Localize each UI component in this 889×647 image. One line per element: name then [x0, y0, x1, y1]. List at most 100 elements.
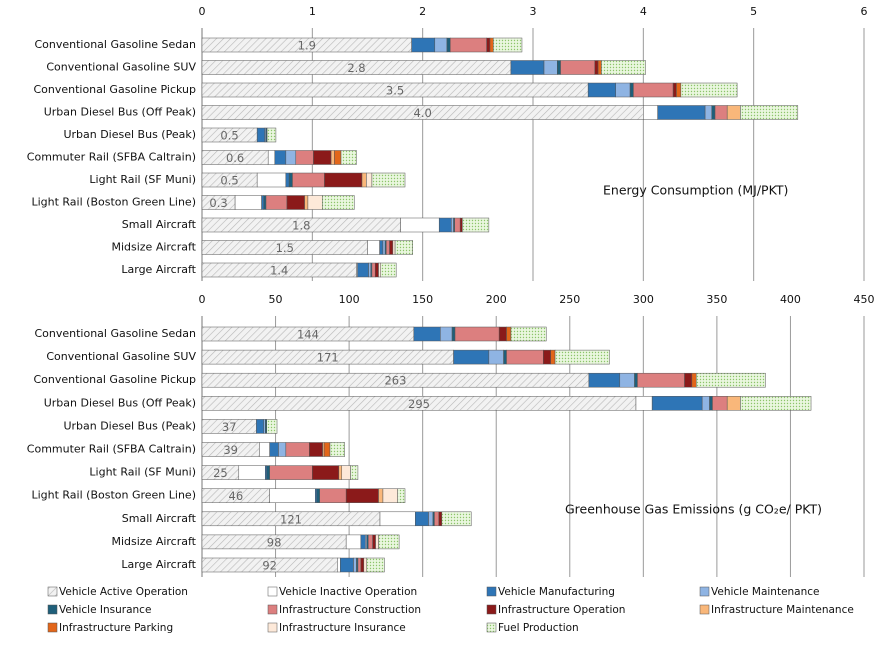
legend-label: Vehicle Active Operation	[59, 586, 188, 598]
bar-segment	[378, 534, 400, 550]
bar-segment	[413, 326, 441, 342]
x-tick-label: 1	[309, 5, 316, 18]
data-label: 92	[262, 559, 277, 573]
bar-segment	[371, 172, 406, 188]
bar-segment	[510, 60, 545, 75]
bar-segment	[266, 465, 270, 480]
bar-segment	[657, 105, 706, 120]
bar-segment	[543, 349, 551, 365]
category-label: Conventional Gasoline Pickup	[33, 373, 196, 386]
x-tick-label: 3	[530, 5, 537, 18]
legend-swatch	[486, 604, 497, 615]
bar-segment	[367, 534, 373, 550]
category-label: Light Rail (Boston Green Line)	[31, 489, 196, 502]
bar-segment	[259, 442, 270, 457]
data-label: 1.9	[298, 39, 316, 53]
bar-segment	[643, 105, 658, 120]
category-label: Conventional Gasoline Sedan	[34, 327, 196, 340]
data-label: 39	[223, 443, 238, 457]
bar-segment	[459, 217, 463, 233]
legend-label: Infrastructure Maintenance	[711, 604, 854, 616]
data-label: 0.6	[226, 151, 244, 165]
bar-segment	[380, 262, 397, 278]
legend-swatch	[486, 622, 497, 633]
bar-segment	[498, 326, 507, 342]
bar-segment	[329, 442, 345, 457]
bar-segment	[340, 557, 354, 573]
bar-segment	[345, 488, 379, 503]
bar-segment	[438, 511, 443, 527]
category-label: Conventional Gasoline Sedan	[34, 38, 196, 51]
legend-label: Vehicle Maintenance	[711, 586, 820, 598]
bar-segment	[676, 82, 682, 98]
bar-segment	[454, 326, 500, 342]
bar-segment	[379, 511, 416, 527]
bar-segment	[307, 195, 323, 210]
data-label: 2.8	[347, 61, 365, 75]
bar-segment	[672, 82, 677, 98]
data-label: 46	[229, 489, 244, 503]
bar-segment	[619, 372, 635, 388]
bar-segment	[261, 195, 265, 210]
bar-segment	[382, 240, 386, 255]
bar-segment	[374, 262, 379, 278]
bar-segment	[265, 195, 288, 210]
bar-segment	[340, 150, 357, 165]
bar-segment	[350, 465, 359, 480]
bar-segment	[238, 465, 266, 480]
data-label: 171	[317, 351, 339, 365]
bar-segment	[451, 326, 456, 342]
bar-segment	[454, 217, 461, 233]
legend-swatch	[486, 586, 497, 597]
bar-segment	[256, 419, 265, 434]
bar-segment	[274, 150, 287, 165]
bar-segment	[711, 105, 716, 120]
bar-segment	[415, 511, 429, 527]
legend-label: Infrastructure Insurance	[279, 622, 406, 634]
bar-segment	[680, 82, 738, 98]
bar-segment	[368, 262, 372, 278]
data-label: 295	[408, 397, 430, 411]
data-label: 0.5	[220, 129, 238, 143]
category-label: Urban Diesel Bus (Peak)	[63, 419, 196, 432]
x-tick-label: 6	[861, 5, 868, 18]
bar-segment	[740, 105, 799, 120]
bar-segment	[269, 442, 279, 457]
bar-segment	[594, 60, 599, 75]
bar-segment	[587, 82, 617, 98]
data-label: 0.3	[209, 196, 227, 210]
data-label: 1.5	[276, 241, 294, 255]
category-label: Urban Diesel Bus (Peak)	[63, 128, 196, 141]
category-label: Large Aircraft	[121, 558, 196, 571]
category-label: Light Rail (SF Muni)	[89, 173, 196, 186]
x-tick-label: 200	[486, 293, 507, 306]
bar-segment	[601, 60, 646, 75]
bar-segment	[267, 150, 276, 165]
bar-segment	[453, 349, 490, 365]
bar-segment	[462, 217, 490, 233]
bar-segment	[319, 488, 347, 503]
bar-segment	[441, 511, 472, 527]
legend-label: Vehicle Inactive Operation	[279, 586, 417, 598]
bar-segment	[345, 534, 362, 550]
bar-segment	[285, 150, 297, 165]
bar-segment	[372, 534, 376, 550]
data-label: 1.4	[270, 264, 288, 278]
bar-segment	[292, 172, 325, 188]
bar-segment	[312, 465, 340, 480]
bar-segment	[323, 442, 331, 457]
bar-segment	[316, 488, 320, 503]
bar-segment	[304, 195, 309, 210]
legend-swatch	[699, 604, 710, 615]
bar-segment	[295, 150, 314, 165]
category-label: Large Aircraft	[121, 263, 196, 276]
bar-segment	[367, 240, 380, 255]
legend-label: Fuel Production	[498, 622, 579, 634]
x-tick-label: 250	[559, 293, 580, 306]
category-label: Conventional Gasoline Pickup	[33, 83, 196, 96]
bar-segment	[353, 557, 357, 573]
bar-segment	[400, 217, 440, 233]
bar-segment	[285, 172, 290, 188]
bar-segment	[691, 372, 697, 388]
legend-swatch	[47, 604, 58, 615]
